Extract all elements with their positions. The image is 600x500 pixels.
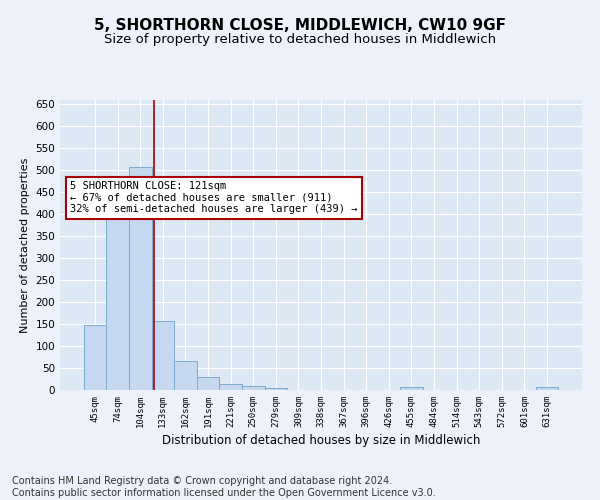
Bar	[152, 320, 174, 390]
Text: 5, SHORTHORN CLOSE, MIDDLEWICH, CW10 9GF: 5, SHORTHORN CLOSE, MIDDLEWICH, CW10 9GF	[94, 18, 506, 32]
Bar	[84, 325, 106, 390]
Bar	[129, 167, 152, 390]
Bar	[242, 386, 265, 390]
Bar	[536, 388, 558, 390]
Bar	[197, 377, 220, 390]
Bar	[265, 388, 287, 390]
Text: Size of property relative to detached houses in Middlewich: Size of property relative to detached ho…	[104, 32, 496, 46]
Text: Contains HM Land Registry data © Crown copyright and database right 2024.
Contai: Contains HM Land Registry data © Crown c…	[12, 476, 436, 498]
Text: 5 SHORTHORN CLOSE: 121sqm
← 67% of detached houses are smaller (911)
32% of semi: 5 SHORTHORN CLOSE: 121sqm ← 67% of detac…	[70, 181, 358, 214]
Bar	[174, 360, 197, 390]
Bar	[400, 388, 422, 390]
Bar	[220, 384, 242, 390]
X-axis label: Distribution of detached houses by size in Middlewich: Distribution of detached houses by size …	[162, 434, 480, 447]
Bar	[106, 192, 129, 390]
Y-axis label: Number of detached properties: Number of detached properties	[20, 158, 30, 332]
